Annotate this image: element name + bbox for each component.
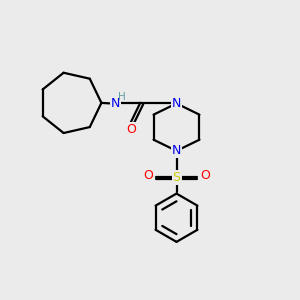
Text: N: N [111,97,120,110]
Text: N: N [172,97,181,110]
Text: O: O [200,169,210,182]
Text: H: H [118,92,126,102]
Text: O: O [143,169,153,182]
Text: N: N [172,144,181,158]
Text: S: S [172,172,181,184]
Text: O: O [126,123,136,136]
